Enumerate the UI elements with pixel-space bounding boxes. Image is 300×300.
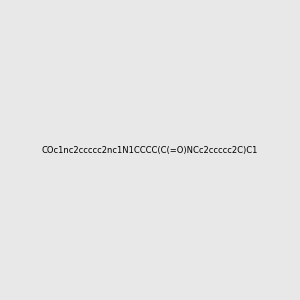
Text: COc1nc2ccccc2nc1N1CCCC(C(=O)NCc2ccccc2C)C1: COc1nc2ccccc2nc1N1CCCC(C(=O)NCc2ccccc2C)…	[42, 146, 258, 154]
